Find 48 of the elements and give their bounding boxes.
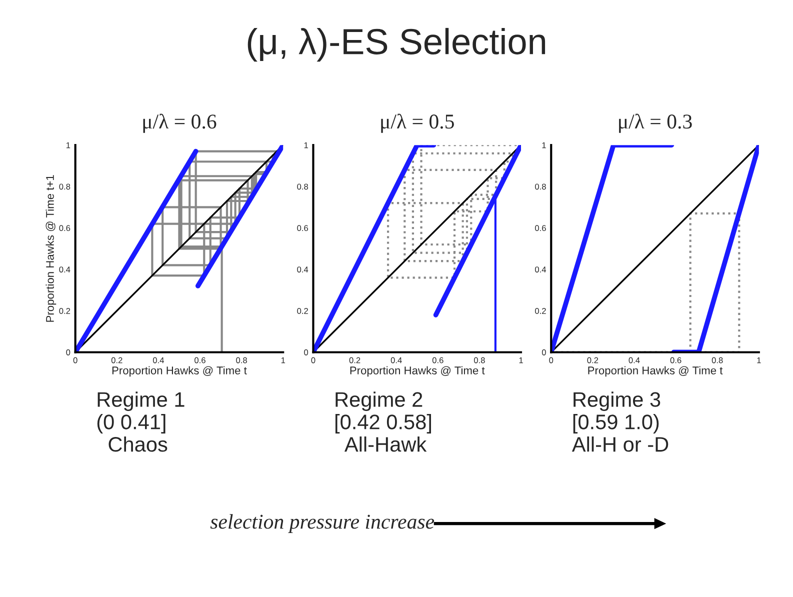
- text: Regime 2 [0.42 0.58] All-Hawk: [335, 392, 431, 452]
- text: selection pressure increase: [210, 514, 434, 534]
- y-tick-label: 1: [542, 142, 546, 148]
- y-tick-label: 0.6: [59, 225, 70, 232]
- chart-subtitle: μ/λ = 0.6: [143, 114, 216, 133]
- y-tick-label: 1: [304, 142, 308, 148]
- y-tick-label: 0.4: [59, 266, 70, 272]
- text: Regime 1 (0 0.41] Chaos: [97, 392, 184, 452]
- y-axis-title: Proportion Hawks @ Time t+1: [46, 175, 56, 322]
- x-tick-label: 0.4: [390, 357, 402, 364]
- y-tick-label: 0.6: [297, 225, 308, 232]
- text: (μ, λ)-ES Selection: [248, 28, 546, 62]
- x-tick-label: 0: [311, 357, 316, 364]
- y-tick-label: 0.4: [297, 266, 308, 272]
- y-tick-label: 1: [66, 142, 70, 148]
- x-tick-label: 0.8: [474, 357, 485, 364]
- x-tick-label: 1: [519, 357, 523, 364]
- x-axis-title: Proportion Hawks @ Time t: [588, 366, 723, 377]
- y-tick-label: 0: [66, 349, 70, 356]
- x-tick-label: 1: [281, 357, 286, 364]
- y-tick-label: 0: [542, 349, 546, 356]
- y-tick-label: 0.8: [535, 184, 546, 190]
- y-tick-label: 0: [304, 349, 308, 356]
- x-tick-label: 0.2: [587, 357, 598, 364]
- x-tick-label: 0.6: [670, 357, 682, 364]
- x-tick-label: 0.8: [236, 357, 247, 364]
- x-tick-label: 0.6: [194, 357, 206, 364]
- x-tick-label: 0.8: [712, 357, 723, 364]
- text: Regime 3 [0.59 1.0) All-H or -D: [572, 392, 668, 452]
- x-tick-label: 0: [549, 357, 554, 364]
- y-tick-label: 0.2: [535, 308, 546, 314]
- y-tick-label: 0.4: [535, 266, 546, 272]
- y-tick-label: 0.6: [535, 225, 546, 232]
- x-tick-label: 0.2: [349, 357, 360, 364]
- y-tick-label: 0.2: [297, 308, 308, 314]
- x-tick-label: 0.4: [628, 357, 640, 364]
- x-tick-label: 0.2: [111, 357, 122, 364]
- y-tick-label: 0.2: [59, 308, 70, 314]
- x-axis-title: Proportion Hawks @ Time t: [350, 366, 485, 377]
- chart-subtitle: μ/λ = 0.5: [381, 114, 454, 133]
- x-tick-label: 0: [73, 357, 78, 364]
- x-tick-label: 0.6: [432, 357, 444, 364]
- x-axis-title: Proportion Hawks @ Time t: [112, 366, 247, 377]
- y-tick-label: 0.8: [297, 184, 308, 190]
- x-tick-label: 1: [757, 357, 761, 364]
- x-tick-label: 0.4: [152, 357, 164, 364]
- chart-subtitle: μ/λ = 0.3: [619, 114, 692, 133]
- y-tick-label: 0.8: [59, 184, 70, 190]
